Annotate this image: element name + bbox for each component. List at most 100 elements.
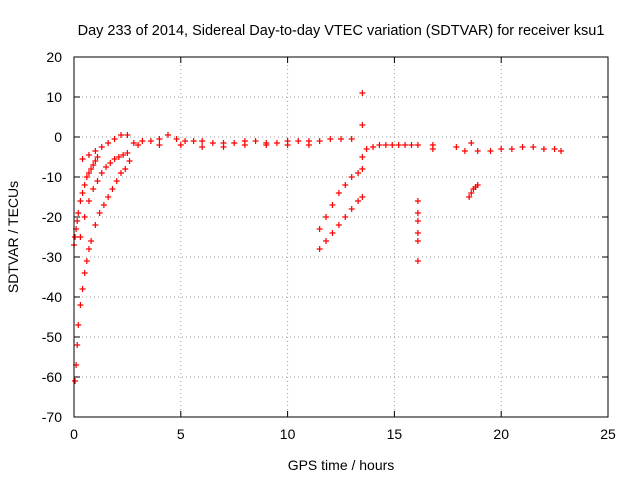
- data-point: [173, 136, 180, 142]
- data-point: [92, 148, 99, 154]
- data-point: [466, 194, 473, 200]
- data-point: [508, 146, 515, 152]
- x-axis-label: GPS time / hours: [288, 457, 395, 473]
- data-point: [263, 142, 270, 148]
- data-point: [468, 190, 475, 196]
- series-cluster-14-16: [363, 142, 421, 152]
- y-tick-label: -70: [42, 409, 62, 425]
- data-point: [209, 140, 216, 146]
- x-tick-label: 15: [387, 426, 403, 442]
- data-point: [370, 144, 377, 150]
- data-point: [453, 144, 460, 150]
- data-point: [348, 174, 355, 180]
- x-tick-label: 20: [493, 426, 509, 442]
- data-point: [105, 140, 112, 146]
- data-point: [414, 230, 421, 236]
- data-point: [74, 342, 81, 348]
- data-point: [94, 178, 101, 184]
- data-point: [90, 186, 97, 192]
- grid: [74, 57, 608, 417]
- data-point: [359, 122, 366, 128]
- data-point: [111, 156, 118, 162]
- data-point: [109, 186, 116, 192]
- data-point: [376, 142, 383, 148]
- data-point: [117, 170, 124, 176]
- data-point: [363, 146, 370, 152]
- data-point: [81, 182, 88, 188]
- data-point: [342, 182, 349, 188]
- series-arc-near-zero: [79, 132, 131, 162]
- data-point: [85, 246, 92, 252]
- data-point: [92, 222, 99, 228]
- data-point: [335, 222, 342, 228]
- data-point: [474, 148, 481, 154]
- data-point: [135, 142, 142, 148]
- data-point: [100, 202, 107, 208]
- data-point: [79, 190, 86, 196]
- data-point: [77, 302, 84, 308]
- data-point: [252, 138, 259, 144]
- data-point: [551, 146, 558, 152]
- series-arc-deep: [72, 158, 133, 384]
- data-point: [414, 142, 421, 148]
- data-point: [85, 198, 92, 204]
- x-tick-label: 25: [600, 426, 616, 442]
- data-point: [115, 154, 122, 160]
- x-tick-label: 10: [280, 426, 296, 442]
- y-tick-label: -50: [42, 329, 62, 345]
- data-point: [408, 142, 415, 148]
- data-point: [273, 140, 280, 146]
- data-point: [329, 230, 336, 236]
- data-point: [72, 234, 79, 240]
- data-point: [540, 146, 547, 152]
- data-point: [284, 142, 291, 148]
- data-point: [81, 214, 88, 220]
- series-arc-middle: [77, 150, 131, 240]
- data-point: [519, 144, 526, 150]
- data-point: [74, 218, 81, 224]
- data-point: [355, 198, 362, 204]
- data-point: [72, 378, 79, 384]
- data-point: [461, 148, 468, 154]
- data-point: [85, 170, 92, 176]
- data-point: [79, 156, 86, 162]
- data-point: [474, 182, 481, 188]
- series-spike: [359, 90, 366, 160]
- data-point: [199, 138, 206, 144]
- data-point: [122, 166, 129, 172]
- series-blob-16.8: [429, 142, 436, 152]
- data-points: [71, 90, 565, 384]
- data-point: [103, 164, 110, 170]
- data-point: [126, 158, 133, 164]
- series-band-main: [130, 132, 355, 146]
- plot-frame: [73, 56, 609, 418]
- data-point: [98, 170, 105, 176]
- data-point: [395, 142, 402, 148]
- data-point: [120, 152, 127, 158]
- data-point: [105, 194, 112, 200]
- data-point: [92, 158, 99, 164]
- y-tick-label: 20: [46, 49, 62, 65]
- data-point: [348, 136, 355, 142]
- series-arc-12h-lower: [316, 194, 366, 252]
- data-point: [77, 198, 84, 204]
- data-point: [98, 144, 105, 150]
- data-point: [342, 214, 349, 220]
- data-point: [414, 238, 421, 244]
- data-point: [113, 178, 120, 184]
- data-point: [323, 214, 330, 220]
- data-point: [75, 210, 82, 216]
- data-point: [316, 226, 323, 232]
- data-point: [220, 144, 227, 150]
- series-short-arc-18.8: [466, 182, 481, 200]
- x-tick-label: 5: [177, 426, 185, 442]
- data-point: [327, 136, 334, 142]
- data-point: [124, 150, 131, 156]
- data-point: [94, 154, 101, 160]
- x-tick-label: 0: [70, 426, 78, 442]
- data-point: [338, 136, 344, 142]
- data-point: [241, 142, 248, 148]
- data-point: [177, 142, 184, 148]
- data-point: [414, 218, 421, 224]
